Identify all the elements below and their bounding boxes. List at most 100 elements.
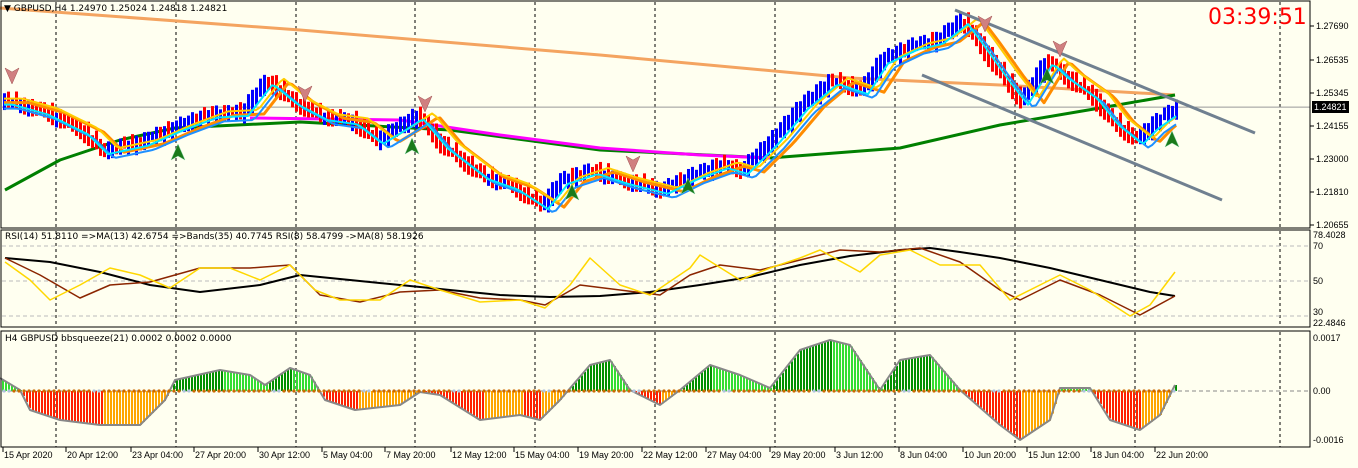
squeeze-dot <box>1127 389 1131 393</box>
squeeze-histogram-bar <box>593 364 595 391</box>
squeeze-histogram-bar <box>545 391 547 415</box>
squeeze-histogram-bar <box>134 391 136 425</box>
price-bar <box>263 74 266 96</box>
price-bar <box>19 98 22 114</box>
squeeze-dot <box>7 389 11 393</box>
squeeze-histogram-bar <box>146 391 148 419</box>
squeeze-histogram-bar <box>305 373 307 391</box>
price-bar <box>383 129 386 145</box>
squeeze-histogram-bar <box>689 382 691 391</box>
squeeze-histogram-bar <box>311 376 313 391</box>
squeeze-histogram-bar <box>911 358 913 391</box>
squeeze-histogram-bar <box>407 391 409 401</box>
squeeze-histogram-bar <box>926 355 928 391</box>
buy-arrow-icon <box>680 177 696 195</box>
bb-axis-label: 0.00 <box>1313 386 1331 396</box>
ma-cyan-line <box>4 23 1177 211</box>
price-bar <box>415 110 418 129</box>
price-bar <box>651 178 654 196</box>
squeeze-dot <box>337 389 341 393</box>
buy-arrow-icon <box>1039 67 1055 85</box>
squeeze-histogram-bar <box>194 375 196 391</box>
price-bar <box>1115 117 1118 132</box>
squeeze-histogram-bar <box>641 391 643 396</box>
squeeze-histogram-bar <box>1064 388 1066 391</box>
rsi-panel[interactable] <box>4 247 1176 317</box>
squeeze-dot <box>1152 389 1156 393</box>
ohlc-values: 1.24970 1.25024 1.24818 1.24821 <box>69 4 228 14</box>
squeeze-histogram-bar <box>818 344 820 391</box>
squeeze-histogram-bar <box>1121 391 1123 424</box>
price-bar <box>547 188 550 213</box>
collapse-triangle-icon[interactable]: ▼ <box>4 4 11 14</box>
price-bar <box>879 54 882 79</box>
squeeze-dot <box>812 389 816 393</box>
squeeze-histogram-bar <box>203 373 205 391</box>
squeeze-dot <box>1172 389 1176 393</box>
squeeze-histogram-bar <box>1070 388 1072 391</box>
price-bar <box>199 110 202 129</box>
time-axis-label: 27 May 04:00 <box>707 450 762 460</box>
squeeze-histogram-bar <box>83 391 85 423</box>
time-axis-label: 27 Apr 20:00 <box>195 450 247 460</box>
price-bar <box>803 94 806 113</box>
squeeze-histogram-bar <box>395 391 397 406</box>
price-bar <box>723 154 726 171</box>
bbsqueeze-panel[interactable] <box>0 339 1177 441</box>
price-bar <box>743 161 746 176</box>
price-bar <box>327 108 330 127</box>
price-panel[interactable] <box>0 6 1310 213</box>
squeeze-histogram-bar <box>935 360 937 391</box>
squeeze-dot <box>937 389 941 393</box>
squeeze-dot <box>532 389 536 393</box>
squeeze-dot <box>192 389 196 393</box>
squeeze-dot <box>712 389 716 393</box>
squeeze-histogram-bar <box>476 391 478 418</box>
time-axis-label: 30 Apr 12:00 <box>259 450 311 460</box>
price-bar <box>543 195 546 211</box>
squeeze-histogram-bar <box>239 373 241 391</box>
price-bar <box>939 32 942 44</box>
price-bar <box>23 97 26 115</box>
squeeze-dot <box>282 389 286 393</box>
time-axis-label: 19 May 20:00 <box>579 450 634 460</box>
grid-lines <box>2 2 1310 447</box>
squeeze-dot <box>517 389 521 393</box>
price-bar <box>455 142 458 163</box>
squeeze-histogram-bar <box>149 391 151 416</box>
price-bar <box>615 169 618 183</box>
squeeze-histogram-bar <box>614 366 616 391</box>
squeeze-dot <box>347 389 351 393</box>
squeeze-histogram-bar <box>1136 391 1138 429</box>
squeeze-histogram-bar <box>269 382 271 391</box>
squeeze-histogram-bar <box>1118 391 1120 423</box>
squeeze-histogram-bar <box>872 378 874 391</box>
price-bar <box>215 105 218 124</box>
squeeze-histogram-bar <box>1037 391 1039 429</box>
squeeze-histogram-bar <box>725 370 727 391</box>
price-bar <box>807 90 810 108</box>
squeeze-histogram-bar <box>101 391 103 425</box>
squeeze-dot <box>1087 389 1091 393</box>
squeeze-dot <box>1062 389 1066 393</box>
squeeze-dot <box>377 389 381 393</box>
squeeze-histogram-bar <box>605 361 607 391</box>
squeeze-histogram-bar <box>44 391 46 415</box>
squeeze-dot <box>1162 389 1166 393</box>
price-bar <box>507 174 510 189</box>
price-bar <box>795 101 798 123</box>
rsi-panel-border <box>0 229 1311 328</box>
price-bar <box>835 78 838 86</box>
squeeze-dot <box>227 389 231 393</box>
squeeze-dot <box>77 389 81 393</box>
squeeze-dot <box>117 389 121 393</box>
price-bar <box>647 181 650 194</box>
squeeze-dot <box>137 389 141 393</box>
squeeze-histogram-bar <box>263 383 265 391</box>
price-bar <box>331 109 334 127</box>
squeeze-dot <box>162 389 166 393</box>
squeeze-histogram-bar <box>584 372 586 391</box>
squeeze-histogram-bar <box>611 361 613 391</box>
price-bar <box>467 156 470 175</box>
